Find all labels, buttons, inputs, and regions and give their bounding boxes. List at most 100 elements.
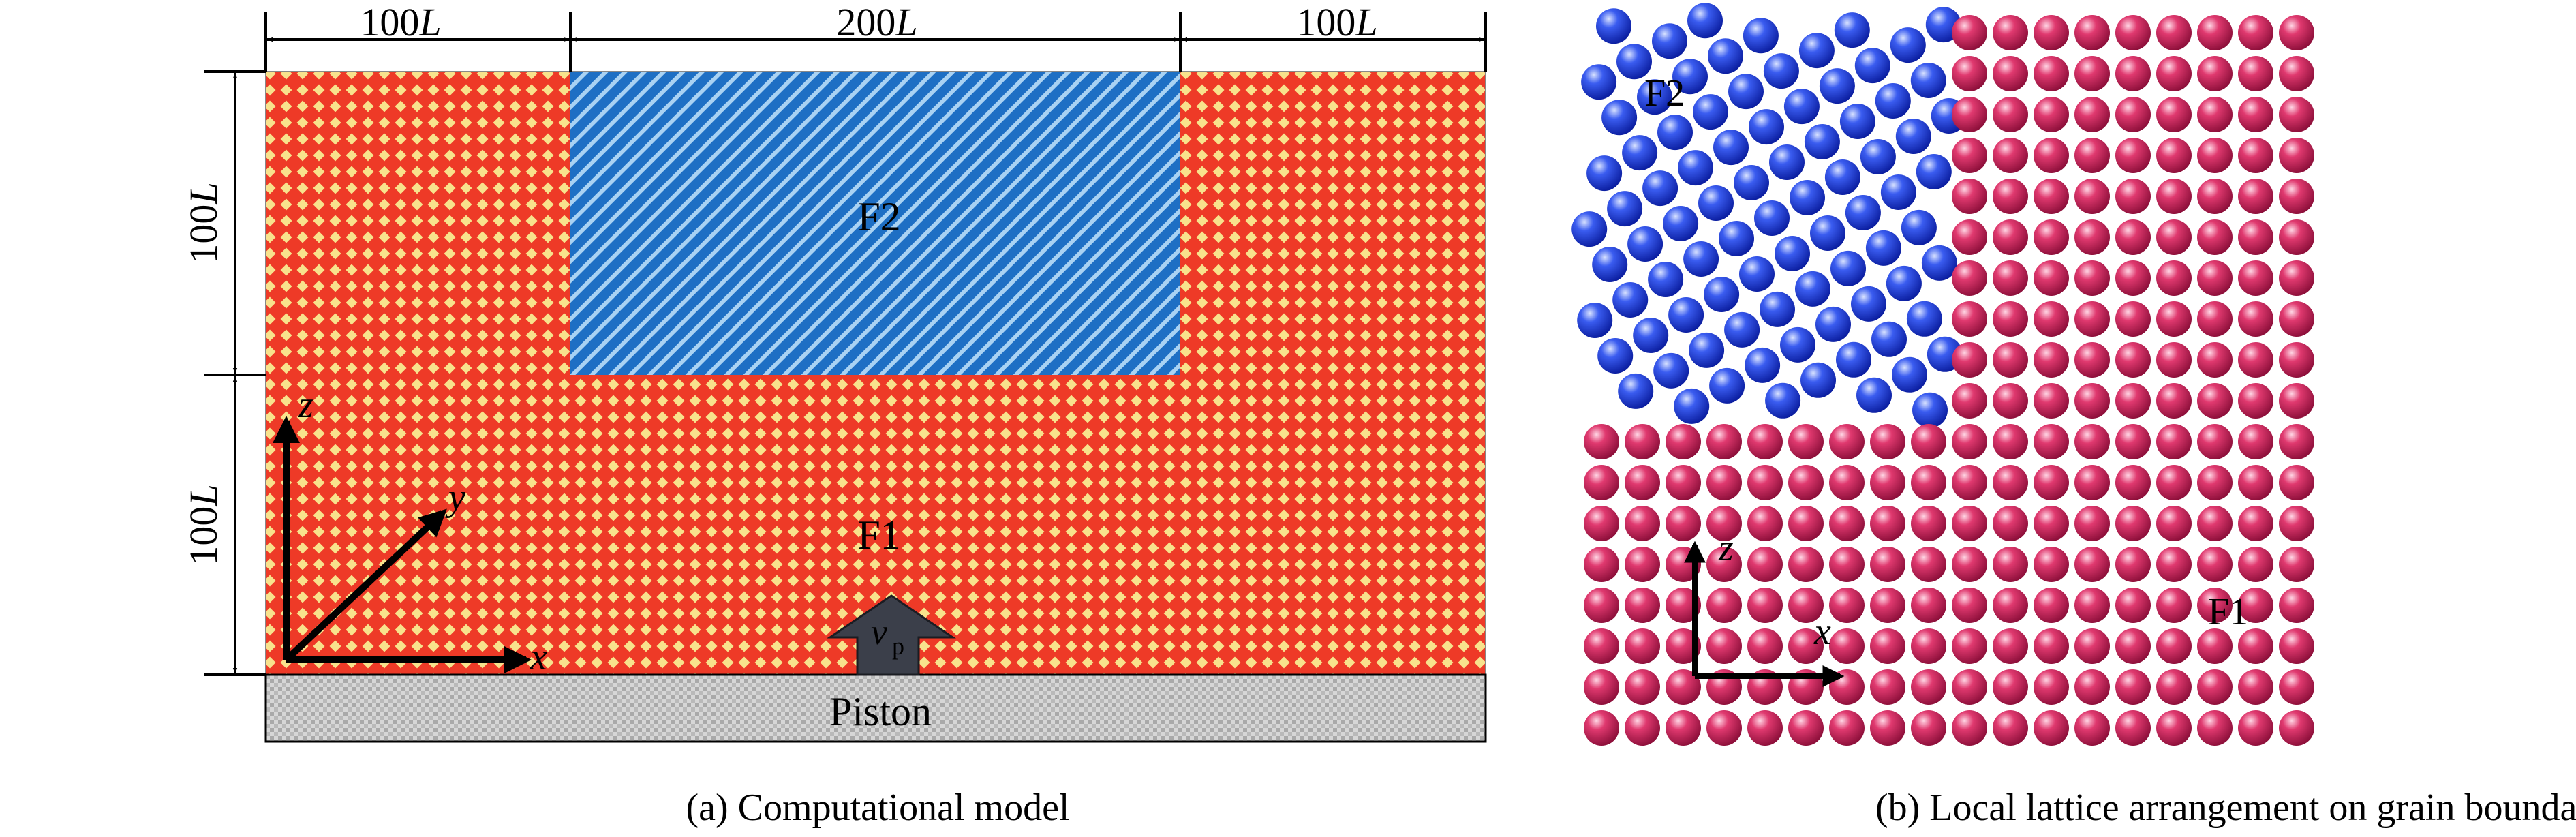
f2-atom bbox=[1642, 170, 1678, 207]
f1-atom bbox=[1706, 424, 1742, 459]
f1-atom bbox=[2034, 56, 2069, 91]
f1-atom bbox=[2156, 628, 2192, 664]
f2-atom bbox=[1653, 352, 1689, 389]
f1-atom bbox=[2074, 424, 2110, 459]
f1-atom bbox=[1625, 506, 1660, 541]
f1-atom bbox=[1952, 628, 1987, 664]
axis-y-label: y bbox=[445, 476, 465, 519]
f1-atom bbox=[1584, 506, 1619, 541]
f1-atom bbox=[2197, 15, 2233, 50]
f1-atom bbox=[2034, 465, 2069, 500]
f2-atom bbox=[1921, 245, 1957, 281]
f1-atom bbox=[2034, 342, 2069, 378]
f1-atom bbox=[2115, 547, 2151, 582]
f1-label: F1 bbox=[857, 513, 900, 558]
f1-atom bbox=[1911, 588, 1946, 623]
f1-atom bbox=[2034, 97, 2069, 132]
f1-atom bbox=[2115, 424, 2151, 459]
axes-a bbox=[273, 416, 532, 673]
f1-atom bbox=[1584, 628, 1619, 664]
f1-atom bbox=[1911, 710, 1946, 746]
f1-atom bbox=[2156, 179, 2192, 214]
f1-atom bbox=[1584, 424, 1619, 459]
velocity-symbol: v bbox=[871, 611, 887, 652]
f1-atom bbox=[2074, 588, 2110, 623]
f1-atom bbox=[1788, 628, 1824, 664]
f1-atom bbox=[2197, 506, 2233, 541]
f2-atom bbox=[1668, 297, 1704, 333]
f1-atom bbox=[2115, 669, 2151, 705]
f2-atom bbox=[1810, 215, 1845, 251]
f1-atom bbox=[2279, 383, 2314, 418]
f2-atom bbox=[1616, 44, 1652, 80]
f2-atom bbox=[1769, 144, 1805, 180]
piston-label: Piston bbox=[829, 689, 932, 734]
f1-atom bbox=[2115, 138, 2151, 173]
f1-atom bbox=[1993, 97, 2028, 132]
f1-atom bbox=[1952, 383, 1987, 418]
f1-atom bbox=[1993, 301, 2028, 337]
f1-atom bbox=[2279, 547, 2314, 582]
f1-atom bbox=[1584, 588, 1619, 623]
dim-label-top-left: 100L bbox=[360, 0, 441, 44]
f1-atom bbox=[1911, 424, 1946, 459]
f1-atom bbox=[1911, 465, 1946, 500]
f1-atom bbox=[1952, 179, 1987, 214]
f1-atom bbox=[2034, 506, 2069, 541]
f1-atom bbox=[2074, 260, 2110, 296]
f1-atom bbox=[2156, 97, 2192, 132]
f1-atom bbox=[2156, 669, 2192, 705]
f1-atom bbox=[1584, 710, 1619, 746]
f1-atom bbox=[2034, 15, 2069, 50]
f1-atom bbox=[2197, 547, 2233, 582]
f2-atom bbox=[1839, 104, 1875, 139]
f1-atom bbox=[2238, 710, 2273, 746]
f1-atom bbox=[1993, 424, 2028, 459]
f1-atom bbox=[2197, 342, 2233, 378]
f1-atom bbox=[2156, 219, 2192, 255]
f1-atom bbox=[1625, 710, 1660, 746]
f1-atom bbox=[2115, 628, 2151, 664]
f1-atom bbox=[1829, 588, 1865, 623]
f1-atom bbox=[1625, 547, 1660, 582]
f2-atom bbox=[1698, 185, 1734, 221]
f2-atom bbox=[1719, 221, 1754, 256]
f1-atom bbox=[2238, 628, 2273, 664]
f1-atom bbox=[1870, 628, 1905, 664]
f1-atom bbox=[1625, 424, 1660, 459]
f2-atom bbox=[1783, 89, 1820, 125]
dim-label-left-lower: 100L bbox=[181, 484, 226, 565]
f2-atom bbox=[1895, 119, 1931, 154]
f2-atom bbox=[1627, 226, 1663, 262]
f1-atom bbox=[2279, 219, 2314, 255]
f1-atom bbox=[2238, 219, 2273, 255]
f2-atom bbox=[1571, 211, 1608, 247]
f1-atom bbox=[1829, 628, 1865, 664]
f2-label-b: F2 bbox=[1644, 72, 1685, 115]
f2-atom bbox=[1819, 68, 1855, 104]
f1-atom bbox=[1666, 465, 1701, 500]
f1-atom bbox=[2279, 588, 2314, 623]
f1-atom bbox=[2074, 301, 2110, 337]
f2-atom bbox=[1916, 154, 1952, 189]
axis-z-label: z bbox=[298, 384, 313, 426]
f1-atom bbox=[2074, 506, 2110, 541]
f1-label-b: F1 bbox=[2208, 591, 2248, 633]
f2-atom bbox=[1618, 373, 1654, 409]
f1-atom bbox=[1625, 669, 1660, 705]
f1-atom bbox=[2034, 301, 2069, 337]
f1-atom bbox=[2279, 506, 2314, 541]
f1-atom bbox=[2034, 547, 2069, 582]
f1-atom bbox=[2074, 138, 2110, 173]
f2-atom bbox=[1745, 347, 1781, 383]
f1-atom bbox=[1584, 547, 1619, 582]
f1-atom bbox=[2279, 424, 2314, 459]
f1-atom bbox=[2279, 710, 2314, 746]
f1-atom bbox=[2279, 97, 2314, 132]
y-axis-arrow bbox=[283, 508, 447, 663]
f1-atom bbox=[2156, 260, 2192, 296]
f1-atom bbox=[2034, 710, 2069, 746]
f1-atom bbox=[2238, 97, 2273, 132]
f1-atom bbox=[2197, 669, 2233, 705]
f2-atom bbox=[1834, 12, 1870, 48]
